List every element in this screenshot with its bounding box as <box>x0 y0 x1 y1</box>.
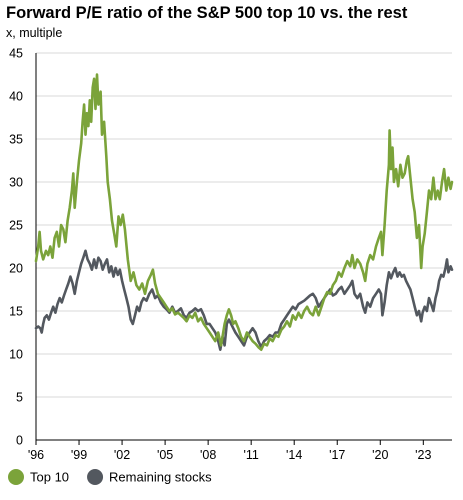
y-tick-label: 15 <box>9 305 23 319</box>
x-tick-label: '02 <box>114 448 130 462</box>
x-tick-label: '11 <box>243 448 258 462</box>
x-tick-label: '23 <box>415 448 431 462</box>
legend-marker <box>87 469 104 485</box>
legend-label: Top 10 <box>30 470 69 485</box>
x-tick-label: '14 <box>286 448 302 462</box>
y-tick-label: 5 <box>16 391 23 405</box>
y-tick-label: 35 <box>9 133 23 147</box>
legend: Top 10 Remaining stocks <box>8 469 212 485</box>
x-tick-label: '20 <box>372 448 388 462</box>
y-tick-label: 10 <box>9 348 23 362</box>
axis-layer: 0 5 10 15 20 25 30 35 40 45 '96 '99 '02 '05 '08 '11 '14 '… <box>9 47 452 462</box>
y-tick-label: 20 <box>9 262 23 276</box>
y-tick-label: 30 <box>9 176 23 190</box>
y-tick-label: 0 <box>16 434 23 448</box>
y-tick-label: 45 <box>9 47 23 61</box>
x-tick-label: '17 <box>329 448 345 462</box>
x-tick-label: '05 <box>157 448 173 462</box>
y-tick-label: 40 <box>9 90 23 104</box>
chart-subtitle: x, multiple <box>6 26 63 40</box>
x-tick-label: '99 <box>71 448 87 462</box>
chart-title: Forward P/E ratio of the S&P 500 top 10 … <box>6 4 408 22</box>
legend-label: Remaining stocks <box>109 470 212 485</box>
y-tick-label: 25 <box>9 219 23 233</box>
series-line-top-10 <box>34 73 454 351</box>
series-layer <box>34 73 454 351</box>
series-line-remaining-stocks <box>34 249 454 351</box>
x-tick-label: '08 <box>200 448 216 462</box>
x-tick-label: '96 <box>28 448 44 462</box>
legend-marker <box>8 469 24 485</box>
